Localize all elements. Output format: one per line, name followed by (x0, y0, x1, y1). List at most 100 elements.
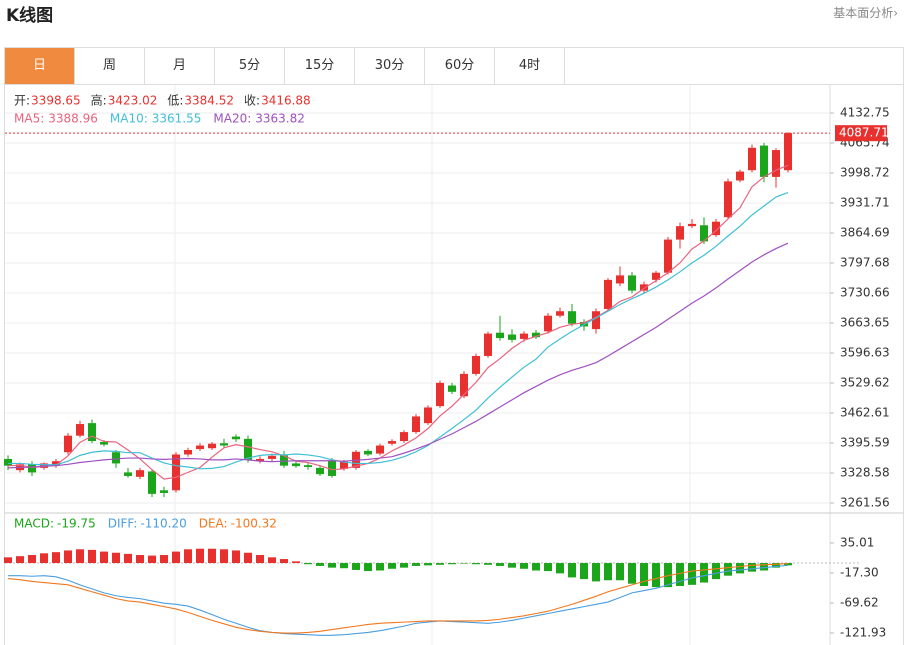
candle-body (76, 424, 84, 436)
macd-bar (520, 563, 528, 569)
y-tick-label: 3596.63 (840, 346, 890, 360)
period-tab[interactable]: 5分 (215, 48, 285, 84)
candle-body (268, 455, 276, 459)
macd-bar (772, 563, 780, 568)
candle-body (688, 223, 696, 227)
readout-text: MACD: (14, 517, 54, 531)
y-tick-label: 3663.65 (840, 316, 890, 330)
candle-body (556, 311, 564, 316)
candle-body (64, 435, 72, 453)
period-tab[interactable]: 60分 (425, 48, 495, 84)
macd-bar (172, 551, 180, 564)
macd-bar (268, 557, 276, 564)
candle-body (424, 407, 432, 424)
candle-body (592, 311, 600, 330)
candle-body (628, 275, 636, 291)
macd-bar (76, 549, 84, 564)
macd-bar (460, 563, 468, 564)
macd-bar (280, 559, 288, 564)
candle-body (172, 454, 180, 491)
readout-text: 3423.02 (108, 94, 158, 108)
candle-body (184, 449, 192, 455)
macd-bar (244, 552, 252, 564)
macd-bar (652, 563, 660, 588)
ma-line (7, 242, 789, 469)
candle-body (88, 423, 96, 442)
macd-line (7, 563, 789, 634)
candle-body (784, 133, 792, 171)
macd-bar (148, 555, 156, 564)
macd-bar (400, 563, 408, 568)
macd-bar (784, 563, 792, 566)
macd-bar (232, 550, 240, 564)
candle-body (4, 458, 12, 466)
macd-bar (580, 563, 588, 580)
macd-bar (292, 561, 300, 564)
macd-bar (592, 563, 600, 582)
readout-text: -100.32 (231, 517, 277, 531)
last-price-box (835, 125, 887, 142)
candle-body (376, 445, 384, 454)
macd-bar (124, 553, 132, 564)
readout-text: MA20: (213, 112, 251, 126)
macd-bar (184, 549, 192, 564)
period-tab[interactable]: 4时 (495, 48, 565, 84)
readout-text: MA5: (14, 112, 44, 126)
last-price-label: 4087.71 (839, 126, 889, 140)
ma-line (7, 164, 789, 480)
y-tick-label: 3797.68 (840, 256, 890, 270)
period-tab[interactable]: 月 (145, 48, 215, 84)
candle-body (616, 275, 624, 284)
candle-body (388, 441, 396, 444)
y-tick-label: 3998.72 (840, 166, 890, 180)
period-tab[interactable]: 周 (75, 48, 145, 84)
macd-bar (88, 549, 96, 564)
candle-body (256, 458, 264, 462)
macd-bar (748, 563, 756, 572)
candle-body (208, 443, 216, 449)
macd-bar (556, 563, 564, 574)
y-tick-label: 3462.61 (840, 406, 890, 420)
y-tick-label: 35.01 (840, 535, 874, 549)
macd-bar (676, 563, 684, 586)
readout-text: 3361.55 (152, 112, 202, 126)
y-tick-label: 3261.56 (840, 496, 890, 510)
candle-body (724, 181, 732, 218)
candle-body (304, 465, 312, 468)
readout-text: 收: (244, 94, 260, 108)
candle-body (280, 455, 288, 466)
period-tab[interactable]: 15分 (285, 48, 355, 84)
readout-text: -19.75 (57, 517, 96, 531)
macd-bar (700, 563, 708, 583)
candle-body (508, 334, 516, 340)
tab-divider (5, 84, 903, 85)
period-tab[interactable]: 日 (5, 48, 75, 84)
macd-bar (436, 563, 444, 565)
macd-bar (304, 563, 312, 565)
macd-bar (376, 563, 384, 571)
macd-bar (628, 563, 636, 584)
readout-text: 3363.82 (255, 112, 305, 126)
macd-bar (4, 557, 12, 564)
y-tick-label: -17.30 (840, 565, 879, 579)
macd-bar (640, 563, 648, 586)
candle-body (760, 145, 768, 177)
candle-body (28, 464, 36, 473)
y-tick-label: -121.93 (840, 625, 886, 639)
candle-body (124, 472, 132, 476)
period-tab[interactable]: 30分 (355, 48, 425, 84)
readout-text: 高: (91, 93, 107, 108)
candle-body (520, 333, 528, 339)
candle-body (364, 450, 372, 455)
macd-line (8, 564, 789, 636)
candle-body (772, 150, 780, 177)
candle-body (700, 225, 708, 242)
candle-body (748, 147, 756, 171)
macd-bar (760, 563, 768, 571)
candle-body (340, 461, 348, 469)
candle-body (712, 221, 720, 236)
macd-bar (328, 563, 336, 568)
y-tick-label: 3864.69 (840, 226, 890, 240)
analysis-link[interactable]: 基本面分析› (833, 6, 898, 20)
